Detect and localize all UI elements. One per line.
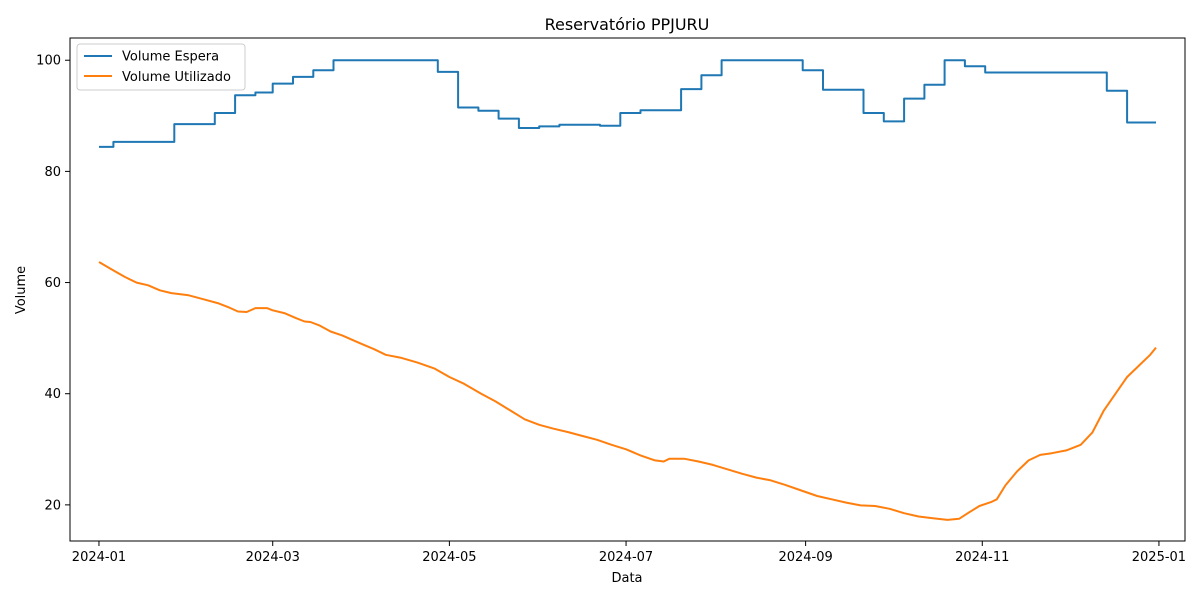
series-line-volume-utilizado bbox=[98, 261, 1157, 521]
x-axis-title: Data bbox=[611, 571, 642, 586]
x-axis-ticks: 2024-01 2024-03 2024-05 2024-07 2024-09 2024-… bbox=[72, 541, 1186, 565]
y-tick-label: 60 bbox=[44, 276, 61, 291]
chart-title: Reservatório PPJURU bbox=[545, 15, 710, 34]
x-tick-label: 2024-07 bbox=[599, 550, 653, 565]
x-tick-label: 2024-09 bbox=[778, 550, 832, 565]
x-tick-label: 2024-05 bbox=[422, 550, 476, 565]
x-tick-label: 2024-11 bbox=[955, 550, 1009, 565]
legend: Volume Espera Volume Utilizado bbox=[76, 43, 246, 91]
x-tick-label: 2025-01 bbox=[1132, 550, 1186, 565]
axes-frame bbox=[69, 37, 1186, 542]
series-line-volume-espera bbox=[99, 59, 1156, 148]
y-axis-title: Volume bbox=[14, 266, 29, 314]
legend-label-volume-espera: Volume Espera bbox=[122, 50, 219, 65]
x-tick-label: 2024-03 bbox=[246, 550, 300, 565]
x-tick-label: 2024-01 bbox=[72, 550, 126, 565]
y-tick-label: 80 bbox=[44, 165, 61, 180]
legend-box bbox=[76, 43, 246, 91]
y-tick-label: 40 bbox=[44, 387, 61, 402]
plot-lines bbox=[98, 59, 1157, 521]
y-tick-label: 100 bbox=[36, 54, 61, 69]
y-axis-ticks: 20 40 60 80 100 bbox=[36, 54, 70, 513]
plot-area bbox=[70, 38, 1185, 541]
y-tick-label: 20 bbox=[44, 498, 61, 513]
legend-label-volume-utilizado: Volume Utilizado bbox=[122, 70, 231, 85]
